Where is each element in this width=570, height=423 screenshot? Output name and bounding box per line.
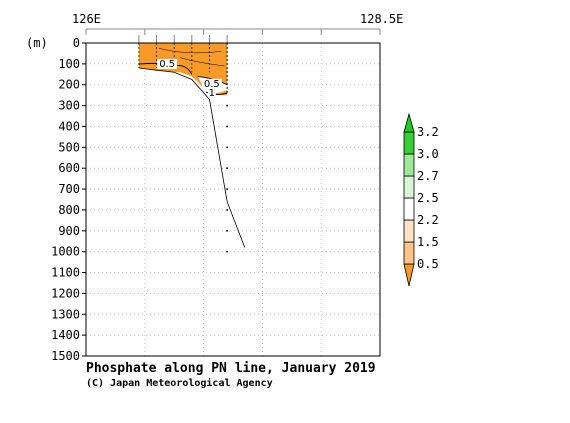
y-tick-label: 500	[58, 140, 80, 154]
contour-label-bg	[201, 78, 222, 89]
y-tick-label: 1300	[51, 307, 80, 321]
contour-line-inner-b	[180, 57, 225, 67]
plot-frame	[85, 28, 381, 357]
colorbar-segment	[403, 175, 415, 199]
chart-title: Phosphate along PN line, January 2019	[86, 361, 376, 376]
sample-point	[226, 167, 228, 169]
colorbar-tick-label: 2.7	[417, 169, 439, 183]
x-tick-label: 128.5E	[360, 12, 403, 26]
y-tick-label: 400	[58, 119, 80, 133]
sample-point	[226, 125, 228, 128]
contour-label: 0.5	[159, 59, 175, 70]
sea-bottom-profile	[138, 67, 246, 248]
sample-point	[226, 209, 228, 211]
colorbar-segment	[403, 219, 415, 243]
y-tick-label: 1100	[51, 266, 80, 280]
axes: 0 100 200 300 400 500 600 700 800 900 1000 1100 1200…	[51, 12, 403, 363]
colorbar-tick-label: 2.5	[417, 191, 439, 205]
y-tick-label: 700	[58, 182, 80, 196]
colorbar-tick-label: 3.0	[417, 147, 439, 161]
colorbar-tick-label: 1.5	[417, 235, 439, 249]
sample-point	[226, 250, 228, 253]
station-markers	[138, 35, 228, 253]
chart-credit: (C) Japan Meteorological Agency	[86, 377, 273, 389]
colorbar-tick-label: 0.5	[417, 257, 439, 271]
contour-label-bg	[157, 58, 178, 69]
y-tick-label: 900	[58, 224, 80, 238]
sample-point	[226, 230, 228, 232]
y-axis-label: (m)	[26, 36, 48, 50]
sample-point	[226, 146, 228, 149]
y-tick-label: 1000	[51, 245, 80, 259]
colorbar-segment	[403, 197, 415, 221]
y-tick-label: 800	[58, 203, 80, 217]
colorbar-low-extension	[403, 263, 415, 287]
contour-label: 1	[209, 88, 215, 99]
y-tick-label: 200	[58, 78, 80, 92]
colorbar-tick-label: 3.2	[417, 125, 439, 139]
grid-lines	[86, 43, 380, 356]
x-tick-label: 126E	[72, 12, 101, 26]
contour-label-bg	[207, 88, 216, 99]
contour-line-inner-a	[158, 47, 222, 54]
y-tick-label: 100	[58, 57, 80, 71]
y-tick-label: 300	[58, 99, 80, 113]
colorbar-segment	[403, 131, 415, 155]
y-tick-label: 0	[73, 36, 80, 50]
contour-label: 0.5	[204, 79, 220, 90]
colorbar-segment	[403, 153, 415, 177]
colorbar-segment	[403, 241, 415, 265]
contour-lines	[138, 47, 246, 248]
plot-border	[85, 42, 381, 357]
sample-point	[226, 188, 228, 190]
y-tick-label: 1200	[51, 286, 80, 300]
contour-labels: 0.50.51	[157, 58, 222, 99]
y-tick-label: 1400	[51, 328, 80, 342]
y-tick-label: 1500	[51, 349, 80, 363]
colorbar-tick-label: 2.2	[417, 213, 439, 227]
sample-point	[226, 104, 228, 107]
y-tick-label: 600	[58, 161, 80, 175]
colorbar: 0.5 1.5 2.2 2.5 2.7 3.0 3.2	[403, 112, 439, 287]
colorbar-high-extension	[403, 112, 415, 133]
